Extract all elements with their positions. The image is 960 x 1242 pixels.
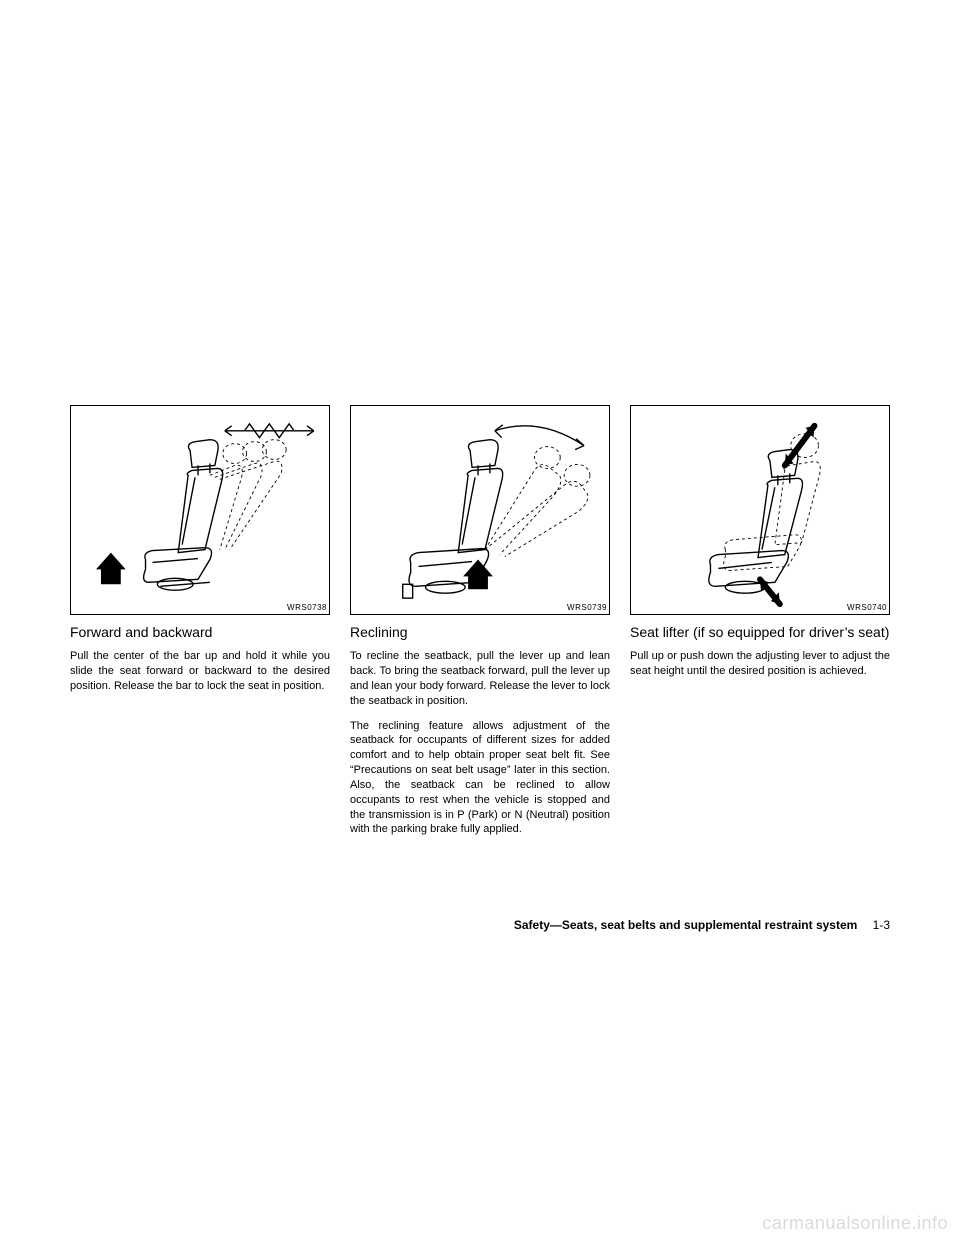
body-reclining-2: The reclining feature allows adjustment … (350, 719, 610, 838)
column-seat-lifter: WRS0740 Seat lifter (if so equipped for … (630, 405, 890, 847)
figure-forward-backward: WRS0738 (70, 405, 330, 615)
figure-seat-lifter: WRS0740 (630, 405, 890, 615)
heading-seat-lifter: Seat lifter (if so equipped for driver’s… (630, 623, 890, 641)
body-seat-lifter: Pull up or push down the adjusting lever… (630, 649, 890, 679)
heading-reclining: Reclining (350, 623, 610, 641)
body-reclining-1: To recline the seatback, pull the lever … (350, 649, 610, 708)
figure-code: WRS0739 (567, 603, 607, 612)
body-forward-backward: Pull the center of the bar up and hold i… (70, 649, 330, 694)
page-content: WRS0738 Forward and backward Pull the ce… (70, 405, 890, 847)
footer-section: Safety—Seats, seat belts and supplementa… (514, 918, 857, 932)
figure-code: WRS0740 (847, 603, 887, 612)
heading-forward-backward: Forward and backward (70, 623, 330, 641)
watermark: carmanualsonline.info (762, 1213, 948, 1234)
figure-code: WRS0738 (287, 603, 327, 612)
column-reclining: WRS0739 Reclining To recline the seatbac… (350, 405, 610, 847)
column-forward-backward: WRS0738 Forward and backward Pull the ce… (70, 405, 330, 847)
page-footer: Safety—Seats, seat belts and supplementa… (70, 918, 890, 932)
footer-page-number: 1-3 (873, 918, 890, 932)
figure-reclining: WRS0739 (350, 405, 610, 615)
